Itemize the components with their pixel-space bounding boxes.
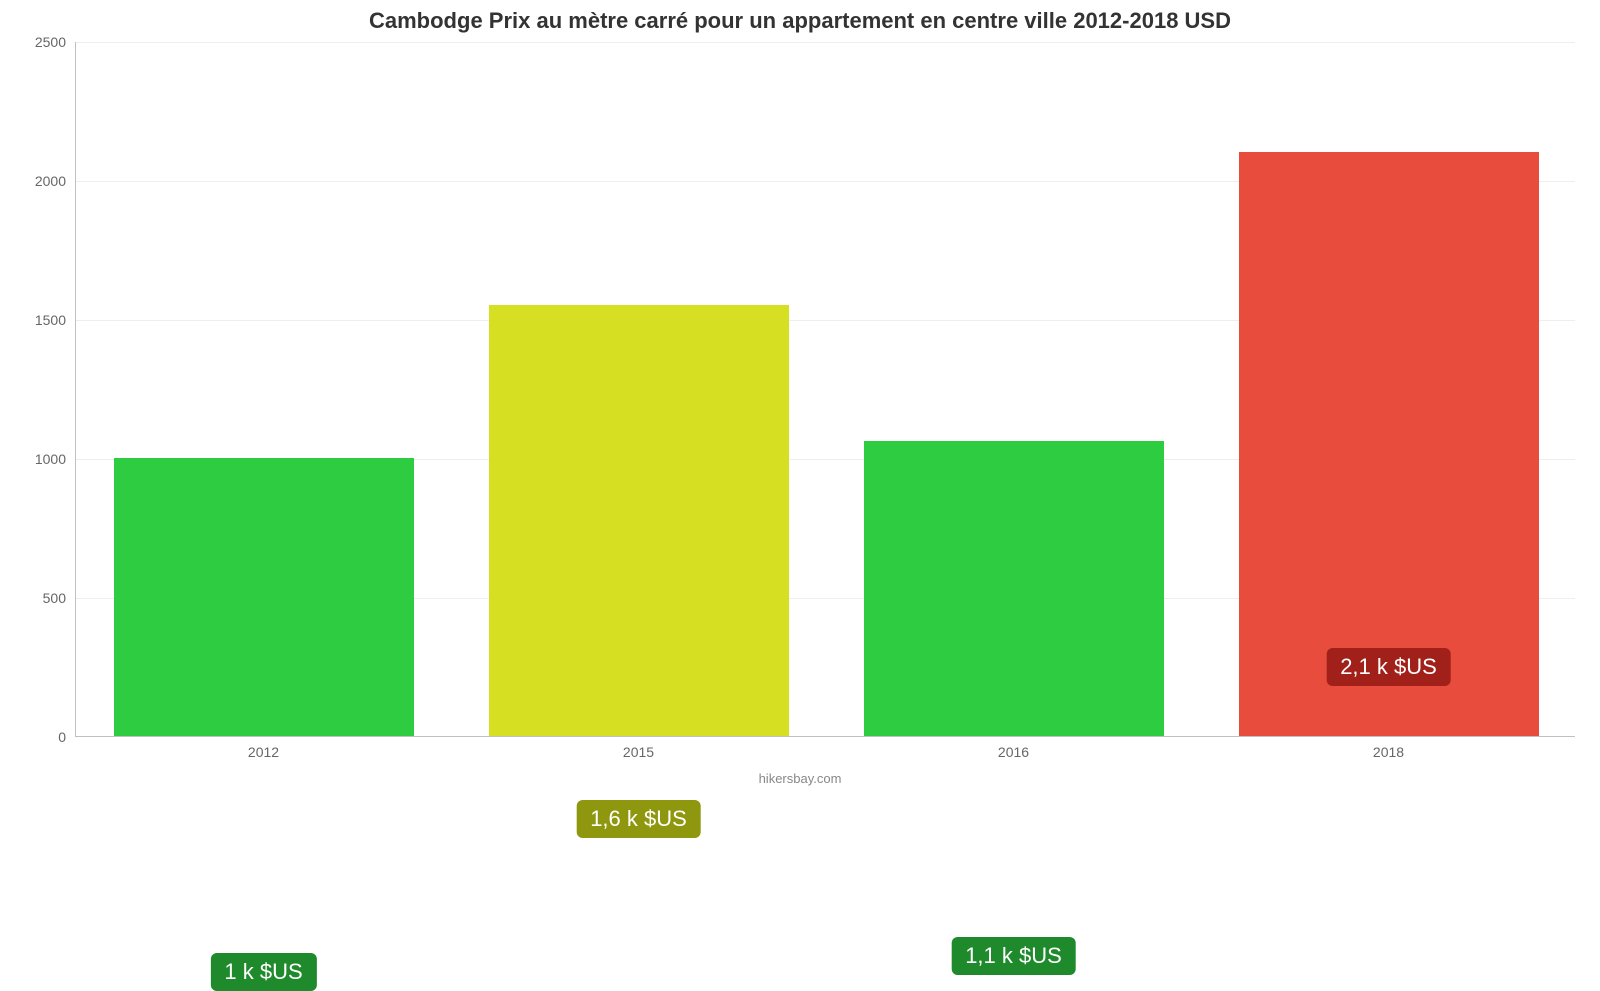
y-tick-label: 2500 <box>35 34 76 50</box>
y-tick-label: 1000 <box>35 451 76 467</box>
x-tick-label: 2012 <box>248 736 279 760</box>
chart-credit: hikersbay.com <box>0 771 1600 786</box>
bar-value-label: 2,1 k $US <box>1326 648 1451 686</box>
y-tick-label: 500 <box>43 590 76 606</box>
bar-value-label: 1,6 k $US <box>576 800 701 838</box>
gridline <box>76 42 1575 43</box>
bar-value-label: 1 k $US <box>210 953 316 991</box>
chart-title: Cambodge Prix au mètre carré pour un app… <box>0 8 1600 34</box>
plot-area: 050010001500200025001 k $US20121,6 k $US… <box>75 42 1575 737</box>
y-tick-label: 1500 <box>35 312 76 328</box>
bar: 1,1 k $US <box>864 441 1164 736</box>
x-tick-label: 2015 <box>623 736 654 760</box>
y-tick-label: 0 <box>58 729 76 745</box>
bar: 1 k $US <box>114 458 414 736</box>
x-tick-label: 2018 <box>1373 736 1404 760</box>
bar: 2,1 k $US <box>1239 152 1539 736</box>
y-tick-label: 2000 <box>35 173 76 189</box>
bar: 1,6 k $US <box>489 305 789 736</box>
bar-value-label: 1,1 k $US <box>951 937 1076 975</box>
x-tick-label: 2016 <box>998 736 1029 760</box>
